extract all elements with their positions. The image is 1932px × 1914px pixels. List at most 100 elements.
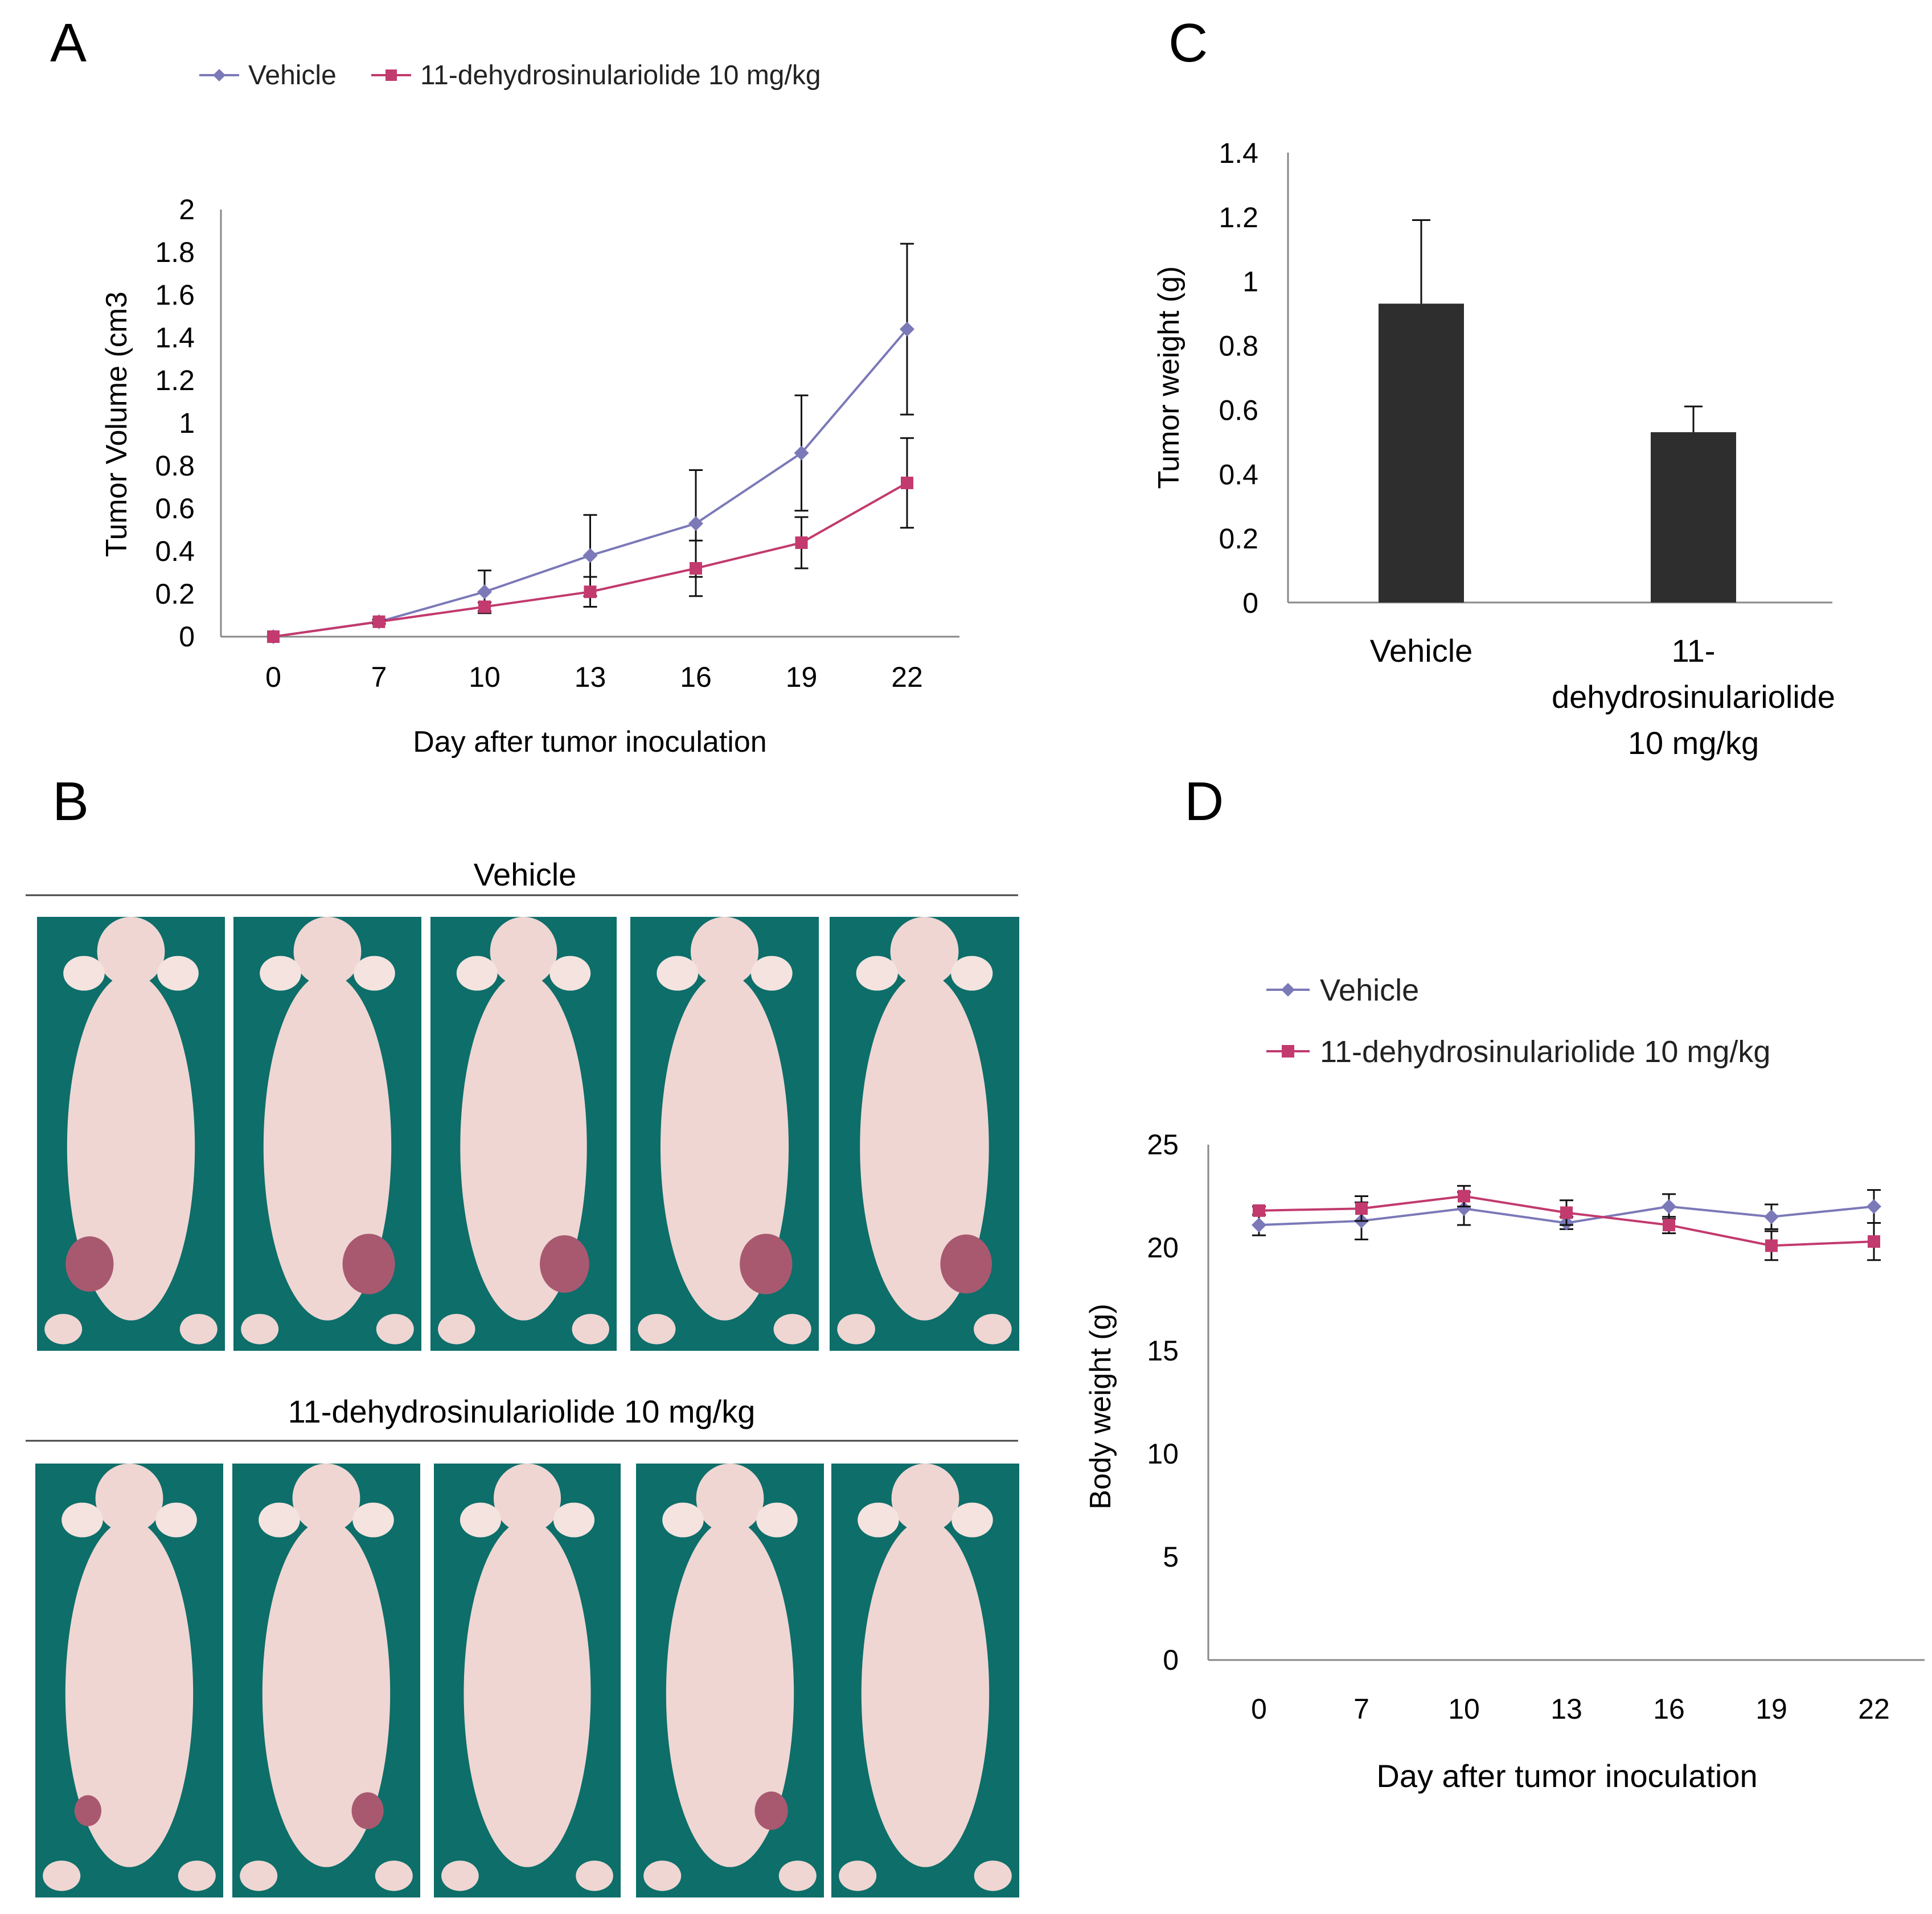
data-point-treated — [1355, 1202, 1368, 1215]
y-tick-label: 0.6 — [155, 493, 195, 524]
chart-c: 0 0.2 0.4 0.6 0.8 1 1.2 1.4 Vehicle 11- dehydrosi… — [1152, 137, 1835, 761]
mouse-ear — [260, 956, 301, 991]
y-tick-label: 0.4 — [155, 535, 195, 567]
mouse-ear — [549, 956, 591, 991]
mouse-head — [690, 917, 759, 986]
mouse-ear — [750, 956, 793, 991]
mouse-ear — [951, 956, 993, 991]
mouse-ear — [856, 956, 898, 991]
mouse-head — [696, 1464, 764, 1533]
tumor — [940, 1234, 992, 1294]
data-point-vehicle — [1764, 1209, 1779, 1224]
legend-a-vehicle-label: Vehicle — [248, 60, 337, 91]
mouse-leg — [638, 1314, 676, 1345]
mouse-body — [65, 1520, 194, 1867]
y-tick-label: 1.4 — [155, 322, 195, 354]
mouse-body — [860, 973, 989, 1321]
mouse-body — [861, 1520, 990, 1867]
y-tick-label: 1 — [1242, 266, 1258, 298]
y-tick-label: 20 — [1147, 1232, 1179, 1264]
mouse-body — [262, 1520, 391, 1867]
mouse-head — [97, 917, 165, 986]
y-tick-label: 0.8 — [1219, 330, 1258, 362]
mouse-ear — [951, 1502, 993, 1538]
bar-vehicle — [1379, 304, 1464, 603]
mouse-leg — [241, 1314, 279, 1345]
y-tick-label: 2 — [179, 194, 195, 226]
mouse-leg — [178, 1860, 216, 1891]
tumor — [342, 1233, 395, 1294]
data-point-treated — [478, 600, 491, 613]
mouse-ear — [352, 1502, 394, 1538]
mouse-leg — [44, 1314, 83, 1345]
y-tick-label: 1 — [179, 407, 195, 439]
group-title-vehicle: Vehicle — [474, 856, 577, 892]
y-tick-label: 1.6 — [155, 279, 195, 311]
x-axis-title-d: Day after tumor inoculation — [1376, 1758, 1757, 1794]
series-d — [1252, 1185, 1881, 1261]
mouse-leg — [240, 1860, 278, 1891]
mouse-ear — [662, 1502, 704, 1538]
y-axis-title-d: Body weight (g) — [1084, 1304, 1117, 1509]
mouse-body — [263, 973, 392, 1321]
bar-treated — [1651, 432, 1736, 603]
mouse-ear — [259, 1502, 300, 1538]
mouse-ear — [460, 1502, 502, 1538]
y-tick-label: 10 — [1147, 1438, 1179, 1470]
tumor — [754, 1791, 788, 1830]
y-tick-label: 1.2 — [1219, 202, 1258, 233]
data-point-treated — [584, 585, 597, 599]
data-point-treated — [1560, 1206, 1573, 1219]
mouse-body — [463, 1520, 591, 1867]
data-point-vehicle — [1252, 1218, 1266, 1233]
tumor — [540, 1235, 589, 1293]
mouse-body — [666, 1520, 794, 1867]
mouse-ear — [553, 1502, 595, 1538]
y-tick-label: 0 — [179, 621, 195, 653]
mouse-leg — [576, 1860, 613, 1891]
y-tick-label: 0.2 — [155, 578, 195, 610]
mouse-ear — [756, 1502, 798, 1538]
tumor — [74, 1795, 101, 1826]
mouse-photos — [35, 917, 1019, 1897]
x-tick-label: 19 — [1755, 1693, 1787, 1725]
data-point-treated — [267, 630, 280, 643]
mouse-ear — [61, 1502, 103, 1538]
mouse-leg — [376, 1314, 414, 1345]
y-axis-title-a: Tumor Volume (cm3 — [100, 292, 133, 557]
mouse-body — [67, 973, 195, 1321]
category-label: Vehicle — [1370, 633, 1473, 669]
mouse-leg — [839, 1860, 877, 1891]
mouse-body — [660, 973, 789, 1321]
data-point-treated — [1663, 1219, 1675, 1232]
chart-d: Vehicle 11-dehydrosinulariolide 10 mg/kg… — [1084, 973, 1925, 1794]
panel-label-c: C — [1168, 13, 1208, 73]
series-a — [266, 243, 914, 644]
x-axis-title-a: Day after tumor inoculation — [413, 726, 766, 759]
y-tick-label: 5 — [1163, 1541, 1179, 1573]
x-tick-label: 0 — [1251, 1693, 1267, 1725]
legend-a-treated-label: 11-dehydrosinulariolide 10 mg/kg — [420, 60, 821, 91]
mouse-leg — [974, 1314, 1012, 1345]
category-label: 10 mg/kg — [1628, 725, 1759, 761]
y-tick-label: 0.8 — [155, 450, 195, 482]
mouse-leg — [375, 1860, 413, 1891]
mouse-leg — [778, 1860, 817, 1891]
x-tick-label: 22 — [891, 661, 923, 693]
x-tick-label: 13 — [575, 661, 606, 693]
category-label: dehydrosinulariolide — [1552, 679, 1835, 715]
mouse-leg — [43, 1860, 81, 1891]
mouse-ear — [657, 956, 699, 991]
mouse-head — [891, 1464, 959, 1533]
y-tick-label: 0.2 — [1219, 523, 1258, 555]
legend-a: Vehicle 11-dehydrosinulariolide 10 mg/kg — [199, 60, 821, 91]
mouse-leg — [179, 1314, 218, 1345]
y-ticks-c: 0 0.2 0.4 0.6 0.8 1 1.2 1.4 — [1219, 137, 1258, 619]
x-tick-label: 22 — [1858, 1693, 1890, 1725]
data-point-vehicle — [1457, 1201, 1471, 1216]
panel-label-a: A — [50, 13, 87, 73]
tumor — [65, 1236, 114, 1292]
legend-d-treated-marker — [1282, 1045, 1294, 1058]
x-tick-label: 13 — [1550, 1693, 1582, 1725]
